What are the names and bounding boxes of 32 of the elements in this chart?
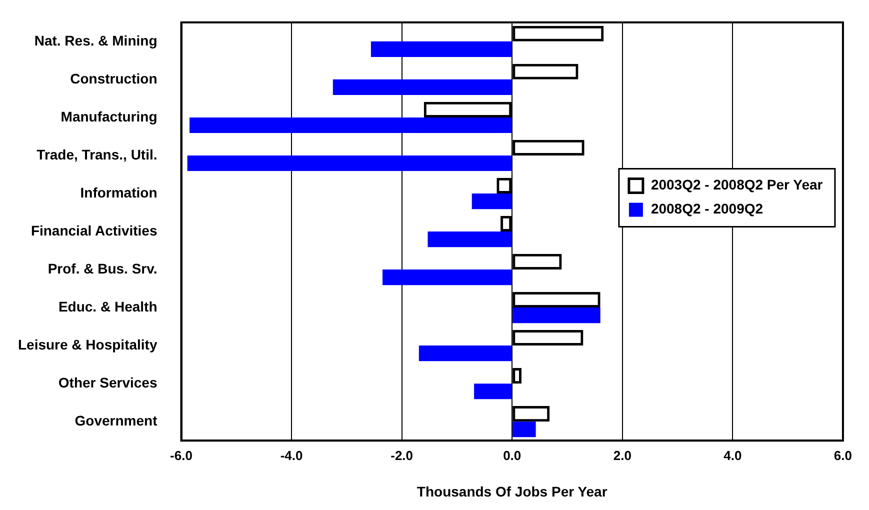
legend-label: 2003Q2 - 2008Q2 Per Year	[650, 176, 824, 193]
bar	[512, 422, 536, 438]
x-tick-label: -6.0	[170, 448, 192, 463]
x-tick-label: -4.0	[280, 448, 303, 463]
bar	[187, 155, 512, 172]
legend-label: 2008Q2 - 2009Q2	[650, 200, 764, 217]
y-tick-label: Prof. & Bus. Srv.	[48, 260, 158, 276]
bar	[512, 308, 600, 324]
bar	[332, 79, 512, 96]
bar	[382, 270, 512, 286]
x-axis-title: Thousands Of Jobs Per Year	[416, 483, 608, 500]
y-tick-label: Construction	[70, 70, 158, 86]
y-tick-label: Trade, Trans., Util.	[36, 146, 158, 162]
x-tick-label: 6.0	[834, 448, 852, 463]
bar	[418, 346, 512, 362]
y-tick-label: Information	[80, 184, 158, 200]
y-tick-label: Nat. Res. & Mining	[34, 32, 158, 48]
x-tick-label: 2.0	[613, 448, 632, 463]
bar	[428, 232, 512, 248]
bar	[370, 41, 512, 57]
bar	[472, 193, 512, 210]
y-tick-label: Financial Activities	[30, 222, 158, 238]
x-tick-label: 0.0	[503, 448, 522, 463]
y-tick-label: Manufacturing	[60, 108, 158, 124]
bar	[474, 384, 512, 400]
x-tick-label: 4.0	[724, 448, 742, 463]
y-tick-label: Other Services	[58, 374, 158, 390]
x-tick-label: -2.0	[390, 448, 414, 463]
y-tick-label: Educ. & Health	[58, 298, 158, 314]
y-tick-label: Government	[74, 412, 158, 428]
y-tick-label: Leisure & Hospitality	[18, 336, 158, 352]
bar	[190, 117, 512, 134]
